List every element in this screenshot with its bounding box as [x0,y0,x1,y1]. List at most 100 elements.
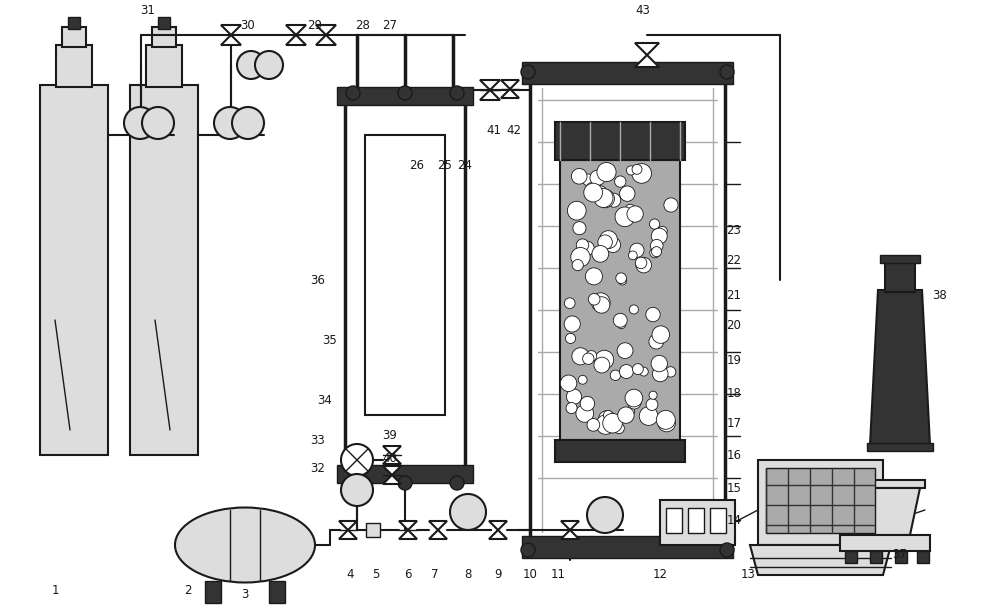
Text: 13: 13 [741,569,755,581]
Circle shape [632,163,651,183]
Text: 18: 18 [727,386,741,400]
Circle shape [652,366,668,382]
Circle shape [597,163,616,182]
Circle shape [450,494,486,530]
Circle shape [626,166,636,175]
Circle shape [625,389,643,407]
Circle shape [656,329,668,341]
Text: 6: 6 [404,569,412,581]
Polygon shape [501,80,519,89]
Circle shape [576,405,594,422]
Circle shape [584,183,603,202]
Circle shape [341,474,373,506]
Circle shape [593,297,610,313]
Circle shape [598,235,612,249]
Circle shape [605,237,621,252]
Circle shape [214,107,246,139]
Circle shape [639,367,648,376]
Circle shape [595,350,614,369]
Circle shape [649,219,660,229]
Bar [758,460,883,545]
Bar [205,581,221,603]
Circle shape [649,391,657,399]
Polygon shape [221,25,241,35]
Bar [555,440,685,462]
Circle shape [720,543,734,557]
Circle shape [649,334,664,349]
Circle shape [603,411,613,420]
Text: 38: 38 [933,289,947,301]
Text: 9: 9 [494,569,502,581]
Circle shape [341,444,373,476]
Text: 30: 30 [241,18,255,31]
Text: 21: 21 [726,289,742,301]
Circle shape [618,407,634,423]
Text: 26: 26 [410,158,424,171]
Circle shape [625,204,635,214]
Circle shape [629,305,638,314]
Circle shape [587,497,623,533]
Bar [152,27,176,47]
Polygon shape [221,35,241,45]
Circle shape [587,419,600,431]
Circle shape [583,353,594,365]
Circle shape [656,410,675,429]
Text: 25: 25 [438,158,452,171]
Bar [530,80,725,540]
Circle shape [646,308,660,322]
Polygon shape [489,521,507,530]
Bar [840,535,930,551]
Text: 36: 36 [311,273,325,287]
Circle shape [580,397,595,411]
Text: 40: 40 [383,451,397,465]
Circle shape [585,268,602,285]
Bar [337,465,473,483]
Polygon shape [286,25,306,35]
Circle shape [652,326,670,343]
Text: 4: 4 [346,569,354,581]
Ellipse shape [175,508,315,583]
Bar [522,536,733,558]
Bar [688,508,704,533]
Polygon shape [316,35,336,45]
Circle shape [619,365,633,378]
Circle shape [720,65,734,79]
Bar [560,160,680,440]
Text: 14: 14 [726,513,742,526]
Polygon shape [383,475,401,484]
Circle shape [346,86,360,100]
Bar [62,27,86,47]
Circle shape [588,293,600,305]
Bar [710,508,726,533]
Polygon shape [383,455,401,464]
Circle shape [590,170,605,185]
Circle shape [571,168,587,184]
Polygon shape [635,43,659,55]
Text: 5: 5 [372,569,380,581]
Text: 28: 28 [356,18,370,31]
Text: 8: 8 [464,569,472,581]
Circle shape [591,293,610,312]
Polygon shape [383,466,401,475]
Circle shape [636,257,652,273]
Bar [895,551,907,563]
Polygon shape [750,545,891,575]
Circle shape [610,370,621,381]
Circle shape [620,186,635,201]
Polygon shape [429,521,447,530]
Circle shape [618,277,627,285]
Circle shape [628,251,637,260]
Bar [880,255,920,263]
Bar [870,551,882,563]
Text: 2: 2 [184,583,192,596]
Text: 41: 41 [486,123,502,136]
Text: 23: 23 [727,223,741,236]
Circle shape [594,357,610,373]
Text: 17: 17 [726,416,742,430]
Text: 27: 27 [382,18,398,31]
Circle shape [566,403,577,414]
Circle shape [255,51,283,79]
Text: 35: 35 [323,333,337,346]
Polygon shape [870,290,930,445]
Circle shape [578,375,587,384]
